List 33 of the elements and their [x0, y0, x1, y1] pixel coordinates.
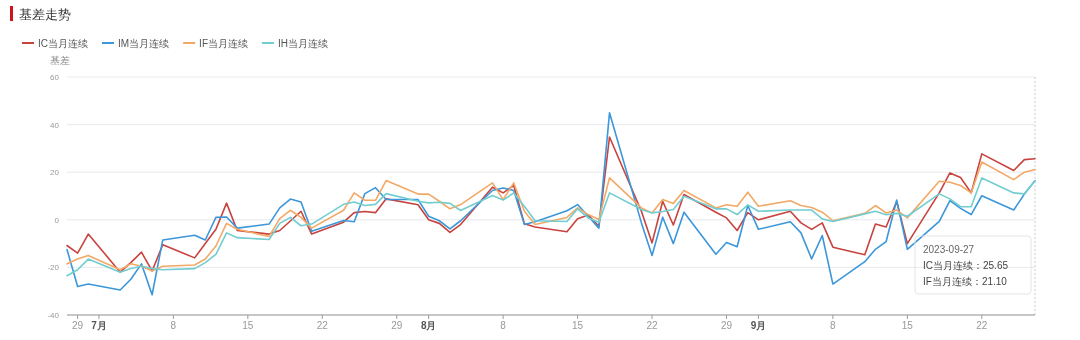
x-tick-label: 15	[572, 320, 584, 331]
x-tick-label: 22	[976, 320, 988, 331]
legend-label: IH当月连续	[278, 38, 328, 49]
chart-title: 基差走势	[19, 7, 71, 22]
annotation: IC当月连续：25.65	[923, 260, 1009, 271]
y-tick-label: -40	[47, 311, 60, 320]
x-tick-label: 29	[72, 320, 84, 331]
x-tick-label: 22	[316, 320, 329, 331]
y-tick-label: 20	[50, 168, 60, 178]
legend-label: IM当月连续	[118, 38, 170, 49]
y-tick-label: 40	[50, 120, 60, 130]
x-tick-label: 8	[170, 320, 177, 331]
x-tick-label: 9月	[750, 320, 767, 331]
annotation: IF当月连续：21.10	[923, 276, 1008, 287]
line-series	[66, 177, 1036, 277]
x-tick-label: 7月	[91, 320, 107, 331]
x-tick-label: 29	[720, 320, 733, 331]
x-tick-label: 8	[830, 320, 837, 331]
y-tick-label: 60	[50, 73, 60, 82]
x-tick-label: 8	[500, 320, 507, 331]
x-tick-label: 8月	[420, 320, 437, 331]
y-axis-title: 基差	[50, 55, 70, 66]
y-tick-label: 0	[54, 215, 60, 225]
annotation: 2023-09-27	[923, 244, 975, 255]
line-series	[66, 161, 1036, 272]
legend-label: IC当月连续	[38, 38, 88, 49]
y-tick-label: -20	[47, 263, 60, 273]
x-tick-label: 22	[646, 320, 659, 331]
x-tick-label: 15	[901, 320, 914, 331]
x-tick-label: 29	[391, 320, 403, 331]
x-tick-label: 15	[242, 320, 254, 331]
line-series	[66, 136, 1036, 273]
legend-label: IF当月连续	[199, 38, 248, 49]
